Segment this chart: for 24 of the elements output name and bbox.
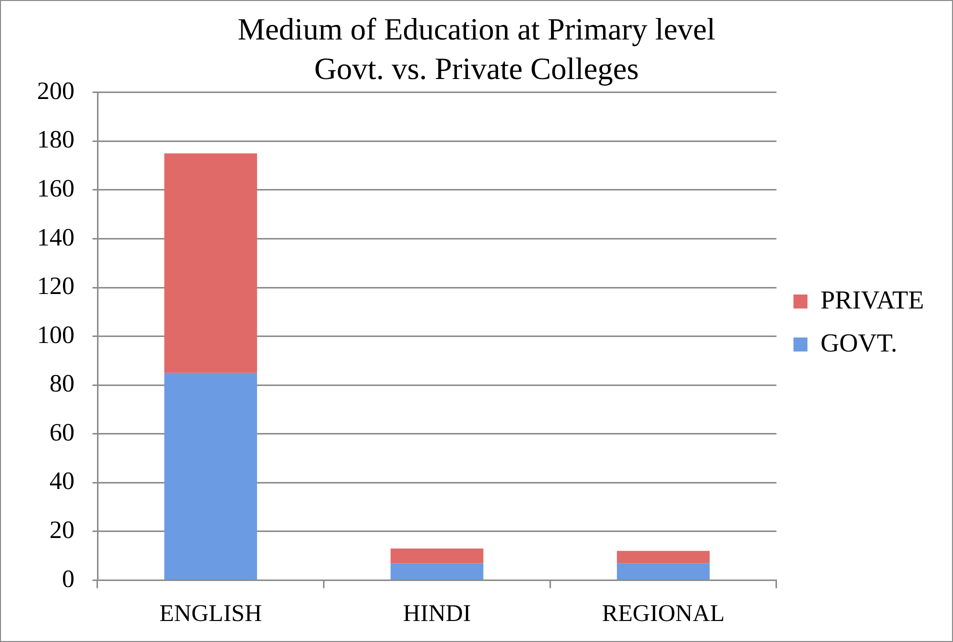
x-tick-label: HINDI bbox=[402, 600, 471, 627]
y-tick-label: 120 bbox=[37, 273, 74, 300]
bar bbox=[616, 563, 710, 580]
y-tick-label: 200 bbox=[37, 78, 74, 105]
bar bbox=[390, 548, 484, 564]
y-tick-label: 100 bbox=[37, 322, 74, 349]
y-tick-label: 40 bbox=[50, 468, 74, 496]
legend-label: GOVT. bbox=[820, 328, 898, 358]
bar bbox=[164, 372, 258, 580]
y-tick-label: 80 bbox=[50, 370, 74, 398]
y-tick-label: 20 bbox=[50, 516, 74, 544]
chart-title: Medium of Education at Primary level bbox=[238, 12, 716, 47]
x-tick-label: REGIONAL bbox=[602, 600, 725, 627]
bar bbox=[616, 550, 710, 564]
chart-subtitle: Govt. vs. Private Colleges bbox=[314, 50, 639, 86]
bar bbox=[164, 153, 258, 373]
y-tick-label: 160 bbox=[37, 176, 74, 203]
y-tick-label: 0 bbox=[62, 566, 74, 593]
legend-label: PRIVATE bbox=[820, 285, 924, 314]
y-tick-label: 180 bbox=[37, 126, 74, 154]
y-tick-label: 140 bbox=[37, 224, 74, 252]
y-tick-label: 60 bbox=[50, 419, 74, 446]
x-tick-label: ENGLISH bbox=[159, 600, 262, 627]
bar bbox=[390, 563, 484, 580]
